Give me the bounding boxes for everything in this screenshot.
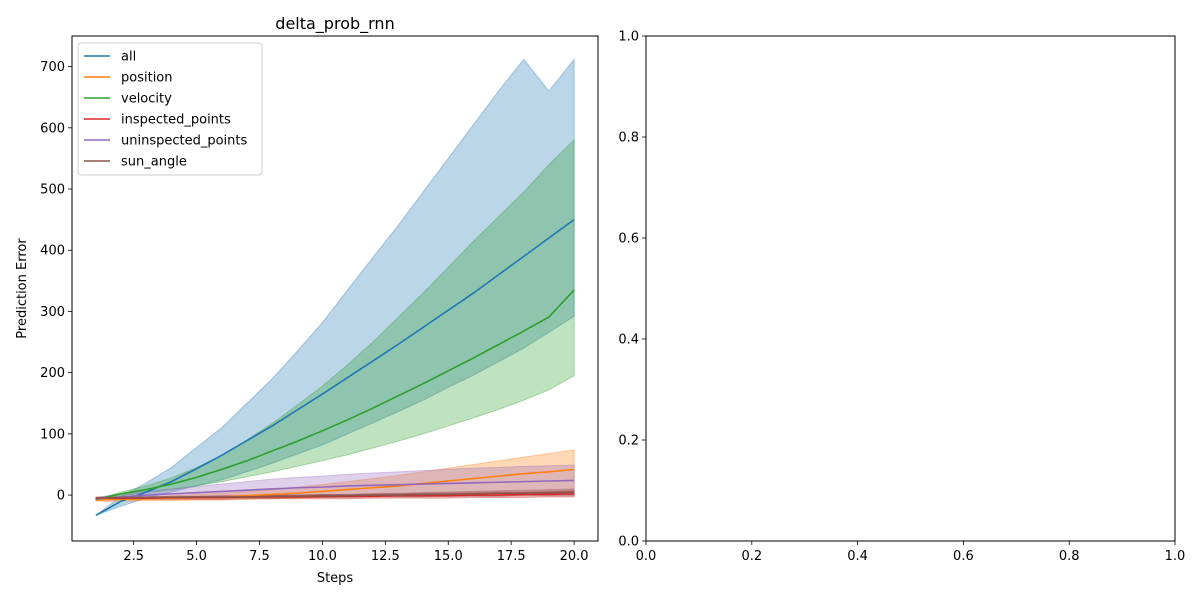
y-tick-label: 700 <box>40 60 65 75</box>
x-tick-label: 5.0 <box>186 549 207 564</box>
x-tick-label: 15.0 <box>434 549 463 564</box>
series-line-all <box>95 218 575 516</box>
y-tick-label: 1.0 <box>618 30 639 45</box>
series-line-uninspected-points <box>95 479 575 500</box>
legend: all position velocity inspected_pointsunins… <box>77 42 263 176</box>
y-tick-label: 0.6 <box>618 232 639 247</box>
y-tick-label: 500 <box>40 183 65 198</box>
y-tick-label: 0.0 <box>618 535 639 550</box>
axes-frame <box>645 35 1176 542</box>
x-tick-label: 10.0 <box>308 549 337 564</box>
x-tick-label: 0.2 <box>741 549 762 564</box>
x-tick-label: 1.0 <box>1165 549 1186 564</box>
legend-label-uninspected-points: uninspected_points <box>121 134 248 149</box>
y-tick-label: 400 <box>40 244 65 259</box>
x-tick-label: 0.0 <box>636 549 657 564</box>
y-tick-label: 600 <box>40 121 65 136</box>
plot-area <box>95 57 575 516</box>
series-line-sun-angle <box>95 491 575 499</box>
y-tick-label: 0.8 <box>618 131 639 146</box>
x-tick-label: 17.5 <box>497 549 526 564</box>
legend-label-velocity: velocity <box>121 92 172 107</box>
legend-label-inspected-points: inspected_points <box>121 113 231 128</box>
legend-box <box>77 42 263 176</box>
y-tick-label: 0 <box>57 489 65 504</box>
y-tick-label: 0.4 <box>618 333 639 348</box>
y-tick-label: 0.2 <box>618 434 639 449</box>
band-velocity <box>95 138 575 500</box>
y-tick-label: 200 <box>40 366 65 381</box>
legend-label-all: all <box>121 50 136 65</box>
x-tick-label: 12.5 <box>371 549 400 564</box>
y-tick-label: 100 <box>40 427 65 442</box>
chart-title: delta_prob_rnn <box>275 14 394 34</box>
x-tick-label: 0.4 <box>847 549 868 564</box>
y-tick-label: 300 <box>40 305 65 320</box>
x-tick-label: 2.5 <box>123 549 144 564</box>
right-chart-panel: 0.0 0.2 0.4 0.6 0.8 1.0 0.0 0.2 0.4 0.6 0.8 1.0 <box>618 30 1185 565</box>
x-axis-label: Steps <box>317 571 354 586</box>
x-tick-label: 7.5 <box>249 549 270 564</box>
band-all <box>95 57 575 516</box>
axes-frame <box>71 35 599 542</box>
y-axis-label: Prediction Error <box>15 238 30 339</box>
band-position <box>95 449 575 502</box>
legend-label-sun-angle: sun_angle <box>121 155 187 170</box>
left-chart-panel: 2.5 5.0 7.5 10.0 12.5 15.0 17.5 20.0 0 100 200 300 4… <box>15 14 599 586</box>
series-line-velocity <box>95 289 575 501</box>
x-tick-label: 0.8 <box>1059 549 1080 564</box>
legend-label-position: position <box>121 71 173 86</box>
x-tick-label: 20.0 <box>560 549 589 564</box>
x-tick-label: 0.6 <box>953 549 974 564</box>
